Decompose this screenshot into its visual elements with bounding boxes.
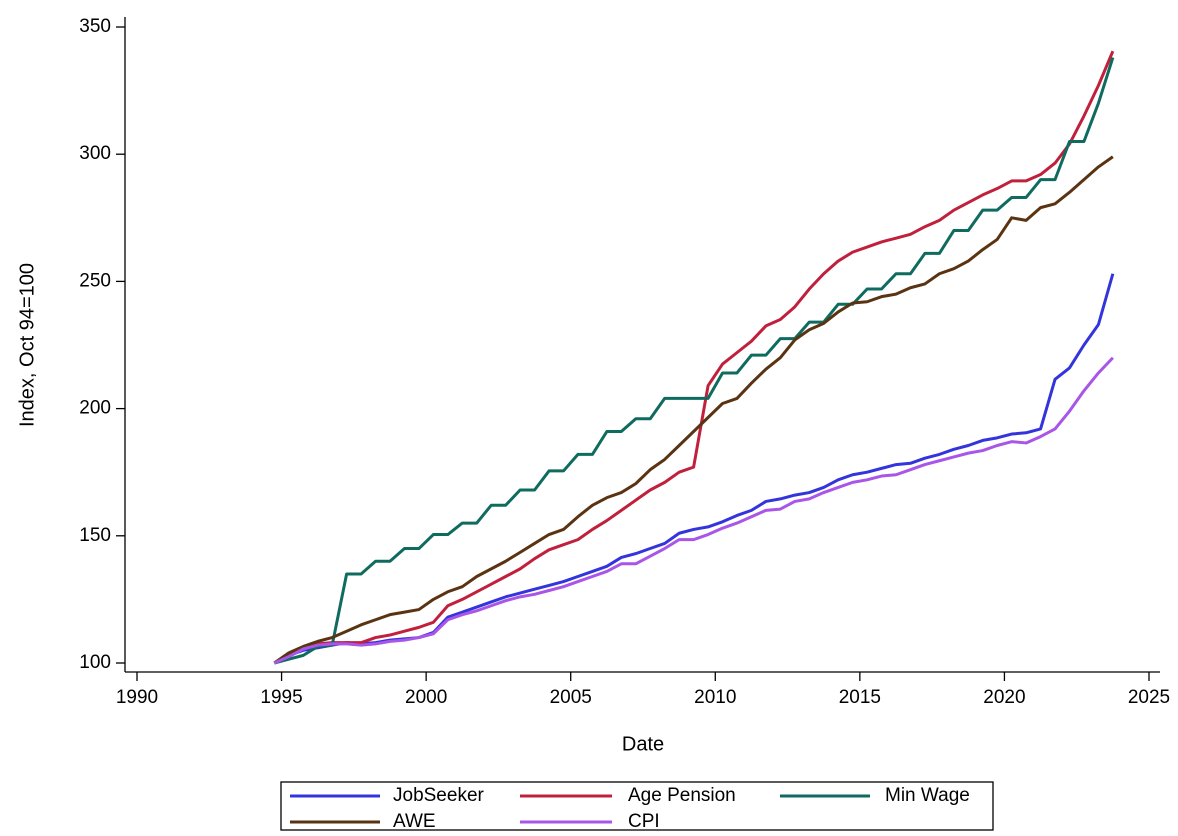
series-line (273, 155, 1114, 665)
y-tick-label: 250 (79, 270, 111, 291)
y-tick-label: 200 (79, 398, 111, 419)
x-tick-label: 2000 (405, 687, 447, 708)
x-axis-title: Date (622, 733, 664, 755)
legend-label: JobSeeker (393, 785, 485, 806)
y-tick-label: 300 (79, 143, 111, 164)
y-tick-label: 350 (79, 16, 111, 37)
legend-label: AWE (393, 811, 436, 831)
legend (280, 781, 994, 831)
legend-label: CPI (628, 811, 660, 831)
y-tick-label: 100 (79, 652, 111, 673)
series-line (273, 57, 1115, 665)
x-tick-label: 2010 (694, 687, 736, 708)
x-tick-label: 1995 (260, 687, 302, 708)
x-tick-label: 1990 (116, 687, 158, 708)
x-tick-label: 2005 (550, 687, 592, 708)
series-line (273, 356, 1114, 665)
y-tick-label: 150 (79, 525, 111, 546)
x-tick-label: 2025 (1128, 687, 1170, 708)
y-axis-title: Index, Oct 94=100 (16, 263, 38, 427)
legend-label: Age Pension (628, 785, 736, 806)
x-tick-label: 2020 (983, 687, 1025, 708)
legend-label: Min Wage (885, 785, 970, 806)
x-tick-label: 2015 (839, 687, 881, 708)
series-line (273, 50, 1115, 665)
